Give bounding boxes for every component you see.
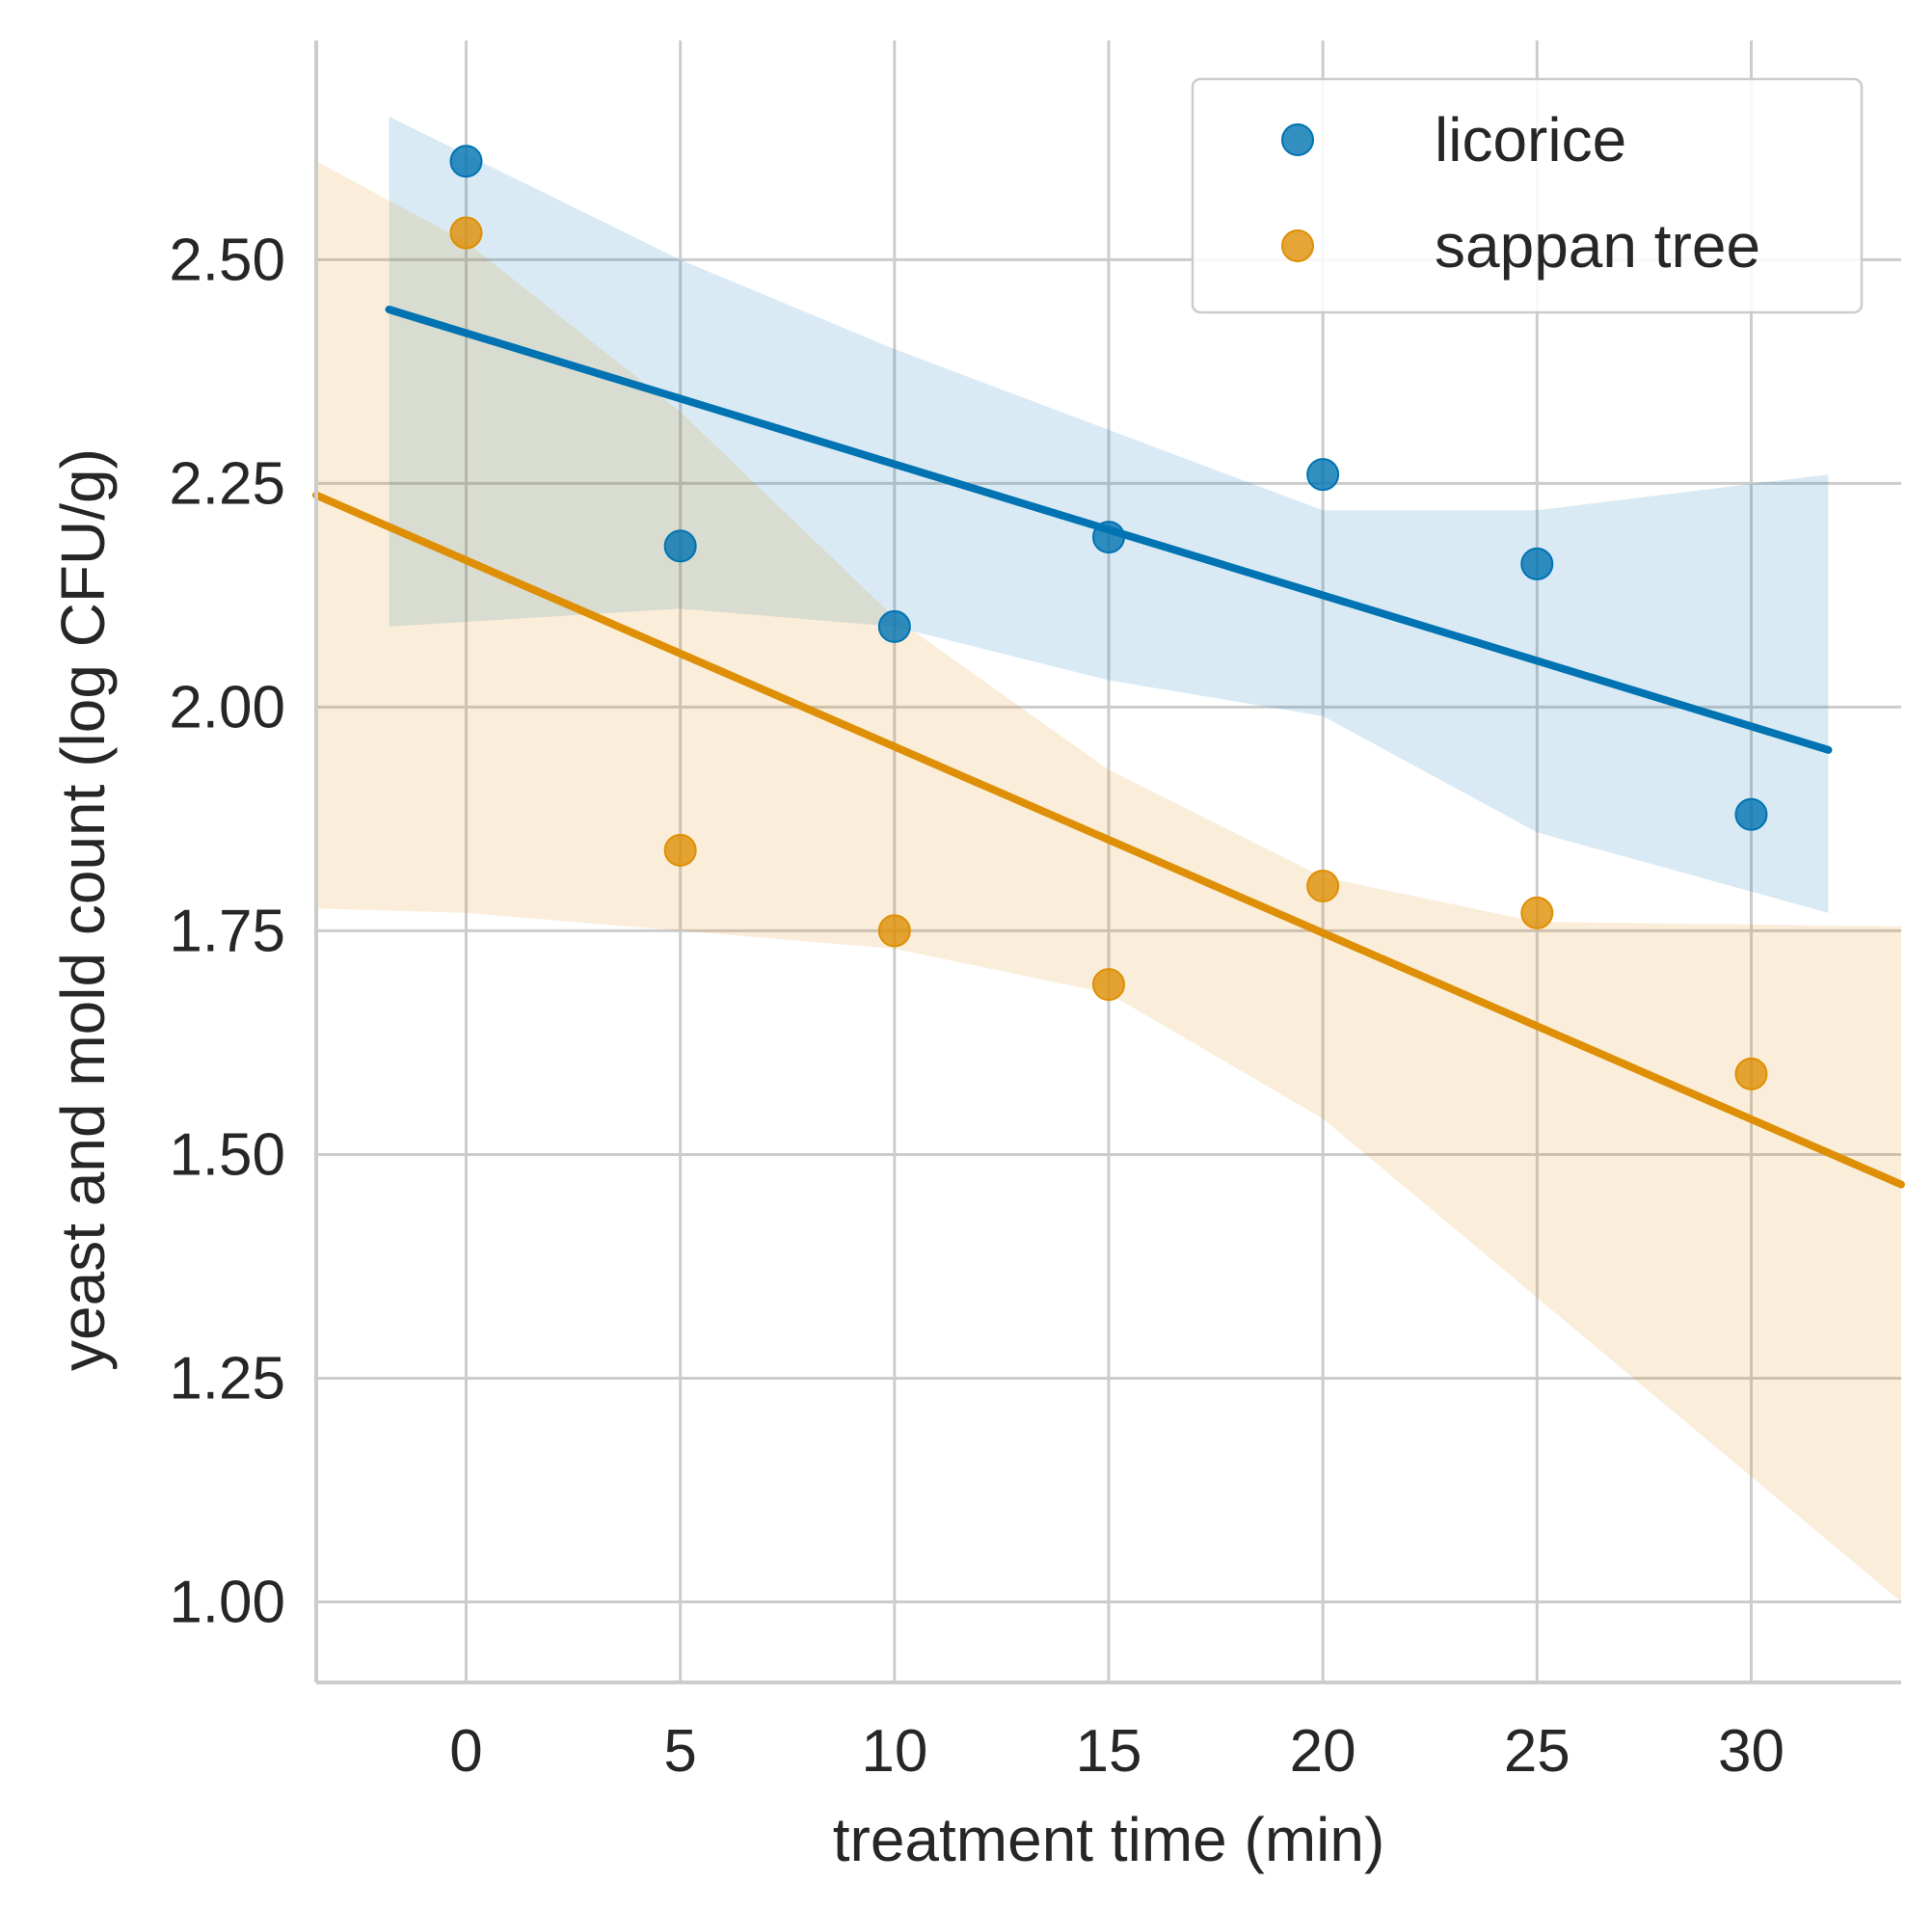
y-tick-label-2-00: 2.00 <box>169 674 285 740</box>
data-points <box>449 145 1768 1090</box>
x-axis-label: treatment time (min) <box>833 1805 1385 1874</box>
ci-band-licorice <box>389 116 1829 913</box>
y-tick-label-1-75: 1.75 <box>169 898 285 964</box>
point-sappan-tree-0 <box>449 216 483 250</box>
legend-box <box>1191 77 1864 314</box>
x-tick-label-20: 20 <box>1290 1718 1356 1785</box>
point-sappan-tree-20 <box>1306 870 1340 903</box>
x-tick-label-25: 25 <box>1504 1718 1570 1785</box>
point-licorice-25 <box>1520 547 1554 580</box>
x-tick-label-30: 30 <box>1718 1718 1784 1785</box>
regression-line-sappan-tree <box>312 491 1905 1189</box>
axes-spines <box>314 40 1901 1684</box>
x-tick-label-0: 0 <box>449 1718 482 1785</box>
y-tick-label-2-50: 2.50 <box>169 227 285 293</box>
y-tick-label-1-25: 1.25 <box>169 1345 285 1412</box>
point-licorice-15 <box>1092 521 1125 554</box>
legend: licorice sappan tree <box>1191 77 1864 314</box>
y-tick-label-2-25: 2.25 <box>169 450 285 517</box>
y-tick-labels: 1.00 1.25 1.50 1.75 2.00 2.25 2.50 <box>169 227 285 1635</box>
point-sappan-tree-25 <box>1520 896 1554 929</box>
x-gridlines <box>465 40 1753 1682</box>
point-sappan-tree-10 <box>877 914 911 948</box>
x-tick-label-10: 10 <box>861 1718 927 1785</box>
legend-label-sappan-tree: sappan tree <box>1435 211 1760 281</box>
y-tick-label-1-50: 1.50 <box>169 1121 285 1188</box>
point-sappan-tree-30 <box>1734 1057 1768 1090</box>
legend-label-licorice: licorice <box>1435 105 1626 175</box>
x-tick-labels: 0 5 10 15 20 25 30 <box>449 1718 1784 1785</box>
point-licorice-0 <box>449 145 483 178</box>
ci-band-sappan-tree <box>316 161 1901 1602</box>
confidence-bands <box>316 116 1901 1602</box>
point-licorice-30 <box>1734 797 1768 831</box>
y-axis-label: yeast and mold count (log CFU/g) <box>48 448 118 1371</box>
legend-marker-sappan-tree <box>1281 229 1314 262</box>
legend-marker-licorice <box>1281 123 1314 156</box>
point-licorice-10 <box>877 609 911 643</box>
x-tick-label-5: 5 <box>663 1718 696 1785</box>
point-sappan-tree-5 <box>663 833 697 867</box>
point-licorice-20 <box>1306 458 1340 492</box>
point-sappan-tree-15 <box>1092 968 1125 1002</box>
point-licorice-5 <box>663 529 697 563</box>
y-tick-label-1-00: 1.00 <box>169 1569 285 1635</box>
x-tick-label-15: 15 <box>1076 1718 1142 1785</box>
